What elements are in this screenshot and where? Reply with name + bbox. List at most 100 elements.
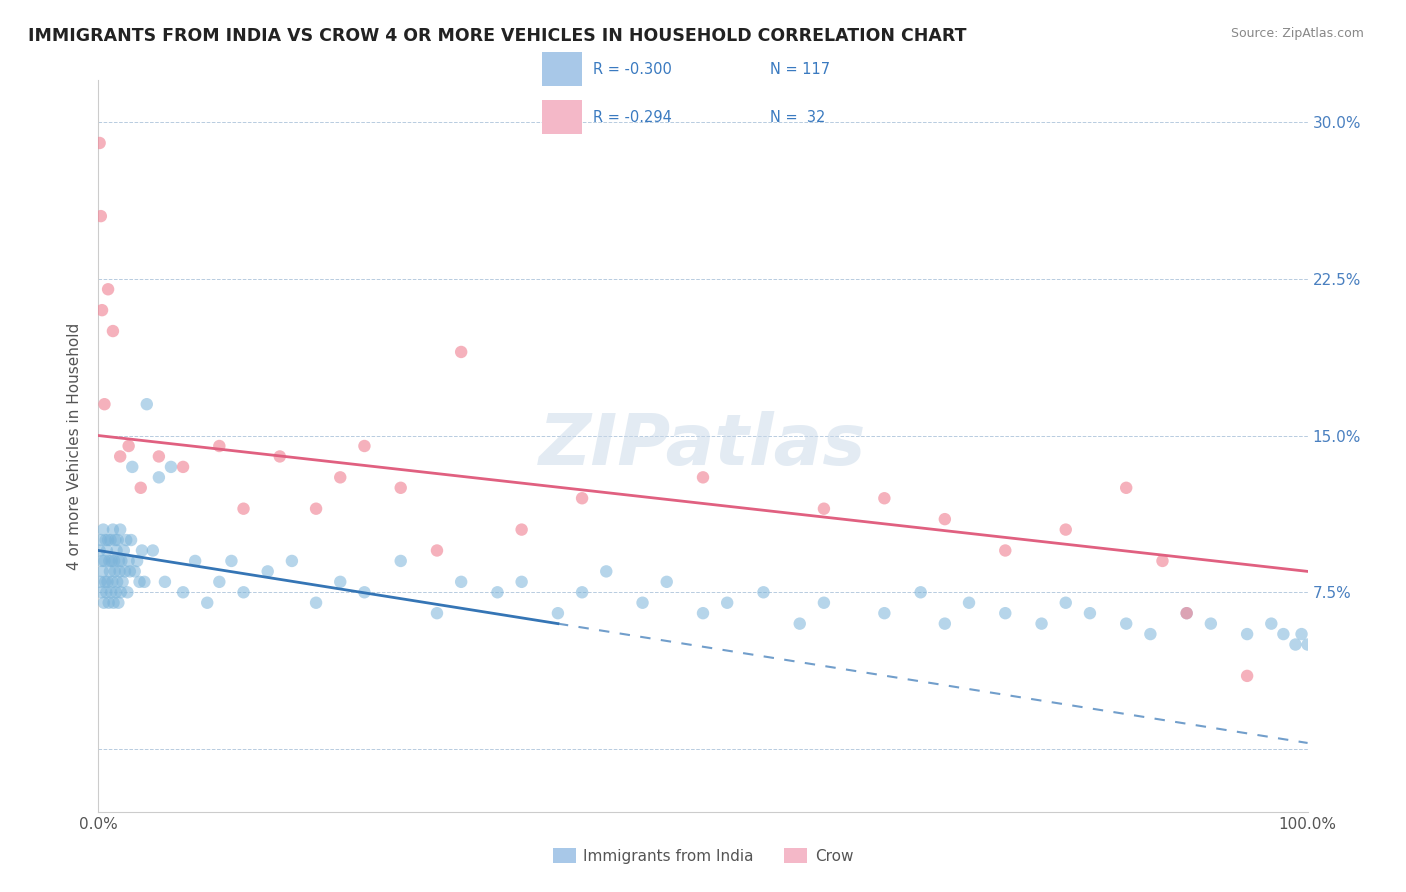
Point <box>153 574 176 589</box>
Point <box>91 554 114 568</box>
Point <box>426 543 449 558</box>
Point <box>108 565 131 579</box>
Point <box>1272 627 1295 641</box>
Point <box>120 533 142 547</box>
Point <box>90 585 112 599</box>
Point <box>142 543 165 558</box>
Point <box>1054 523 1077 537</box>
Point <box>131 543 153 558</box>
Point <box>510 574 533 589</box>
Point <box>752 585 775 599</box>
Point <box>91 565 114 579</box>
Point <box>631 596 654 610</box>
Point <box>112 543 135 558</box>
Point <box>1115 481 1137 495</box>
Point <box>89 543 111 558</box>
Point <box>124 565 146 579</box>
Y-axis label: 4 or more Vehicles in Household: 4 or more Vehicles in Household <box>67 322 83 570</box>
Point <box>93 397 115 411</box>
Point <box>256 565 278 579</box>
Point <box>934 616 956 631</box>
Point <box>111 574 134 589</box>
Point <box>305 596 328 610</box>
Point <box>103 554 125 568</box>
Point <box>135 397 157 411</box>
Point <box>172 459 194 474</box>
Point <box>90 533 112 547</box>
Point <box>89 574 111 589</box>
Point <box>1236 627 1258 641</box>
Point <box>450 574 472 589</box>
Point <box>108 450 131 464</box>
Point <box>110 585 132 599</box>
Point <box>93 554 115 568</box>
Point <box>184 554 207 568</box>
Point <box>93 596 115 610</box>
Point <box>934 512 956 526</box>
Point <box>121 459 143 474</box>
Point <box>96 585 118 599</box>
Point <box>1054 596 1077 610</box>
Point <box>94 574 117 589</box>
Point <box>148 450 170 464</box>
Point <box>91 523 114 537</box>
Point <box>104 565 127 579</box>
Point <box>1031 616 1053 631</box>
Point <box>114 565 136 579</box>
Point <box>1260 616 1282 631</box>
Point <box>389 554 412 568</box>
Point <box>1284 638 1306 652</box>
Point <box>117 585 139 599</box>
Point <box>195 596 218 610</box>
Point <box>90 209 112 223</box>
Point <box>1199 616 1222 631</box>
Point <box>94 533 117 547</box>
Point <box>329 574 352 589</box>
Point <box>571 491 593 506</box>
Point <box>232 585 254 599</box>
Point <box>148 470 170 484</box>
Point <box>655 574 678 589</box>
Text: R = -0.294: R = -0.294 <box>593 110 672 125</box>
Point <box>91 303 114 318</box>
Point <box>426 606 449 620</box>
Point <box>98 554 121 568</box>
Point <box>994 543 1017 558</box>
Point <box>134 574 156 589</box>
Point <box>101 324 124 338</box>
Point <box>128 574 150 589</box>
Point <box>118 439 141 453</box>
Legend: Immigrants from India, Crow: Immigrants from India, Crow <box>547 842 859 870</box>
Point <box>100 585 122 599</box>
Point <box>510 523 533 537</box>
Text: Source: ZipAtlas.com: Source: ZipAtlas.com <box>1230 27 1364 40</box>
Point <box>232 501 254 516</box>
Point <box>994 606 1017 620</box>
Point <box>305 501 328 516</box>
Point <box>115 533 138 547</box>
Point <box>1139 627 1161 641</box>
Point <box>547 606 569 620</box>
Point <box>450 345 472 359</box>
Point <box>103 596 125 610</box>
Point <box>692 606 714 620</box>
Point <box>129 481 152 495</box>
Point <box>571 585 593 599</box>
Point <box>104 533 127 547</box>
Point <box>595 565 617 579</box>
Point <box>353 585 375 599</box>
FancyBboxPatch shape <box>543 52 582 87</box>
Point <box>96 574 118 589</box>
Point <box>486 585 509 599</box>
Text: N = 117: N = 117 <box>770 62 831 77</box>
Point <box>692 470 714 484</box>
Point <box>1115 616 1137 631</box>
Point <box>105 543 128 558</box>
Point <box>208 439 231 453</box>
Point <box>910 585 932 599</box>
Point <box>89 136 111 150</box>
Point <box>716 596 738 610</box>
Point <box>789 616 811 631</box>
Point <box>873 606 896 620</box>
Point <box>957 596 980 610</box>
